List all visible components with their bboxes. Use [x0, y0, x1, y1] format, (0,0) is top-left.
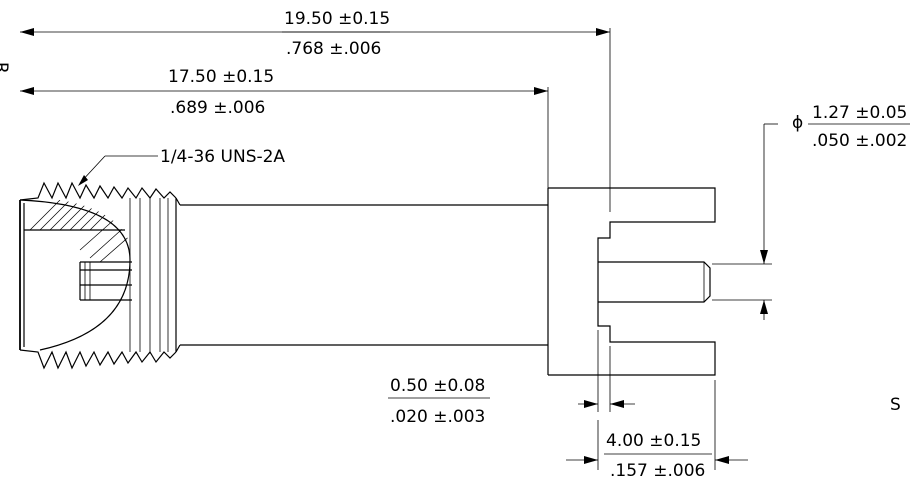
flange-housing	[548, 187, 716, 376]
flange-width-dimension: 4.00 ±0.15 .157 ±.006	[566, 380, 748, 481]
threaded-coupling	[19, 181, 181, 370]
body-length-metric: 17.50 ±0.15	[168, 67, 274, 87]
thread-label: 1/4-36 UNS-2A	[160, 147, 285, 167]
flange-thickness-inch: .020 ±.003	[390, 407, 485, 427]
body-length-inch: .689 ±.006	[170, 98, 265, 118]
overall-length-dimension: 19.50 ±0.15 .768 ±.006	[20, 9, 611, 212]
thread-callout: 1/4-36 UNS-2A	[78, 147, 285, 186]
left-edge-label: R	[0, 62, 11, 74]
flange-thickness-metric: 0.50 ±0.08	[390, 376, 485, 396]
overall-length-inch: .768 ±.006	[286, 39, 381, 59]
pin-diameter-dimension: ϕ 1.27 ±0.05 .050 ±.002	[712, 103, 910, 320]
connector-body	[180, 188, 549, 375]
flange-width-metric: 4.00 ±0.15	[606, 431, 701, 451]
pin-diameter-metric: 1.27 ±0.05	[812, 103, 907, 123]
overall-length-metric: 19.50 ±0.15	[284, 9, 390, 29]
pin-diameter-inch: .050 ±.002	[812, 131, 907, 151]
body-length-dimension: 17.50 ±0.15 .689 ±.006	[20, 67, 549, 188]
flange-width-inch: .157 ±.006	[610, 461, 705, 481]
right-edge-label: S	[890, 395, 901, 415]
flange-thickness-dimension: 0.50 ±0.08 .020 ±.003	[388, 330, 635, 427]
diameter-symbol: ϕ	[792, 113, 803, 133]
